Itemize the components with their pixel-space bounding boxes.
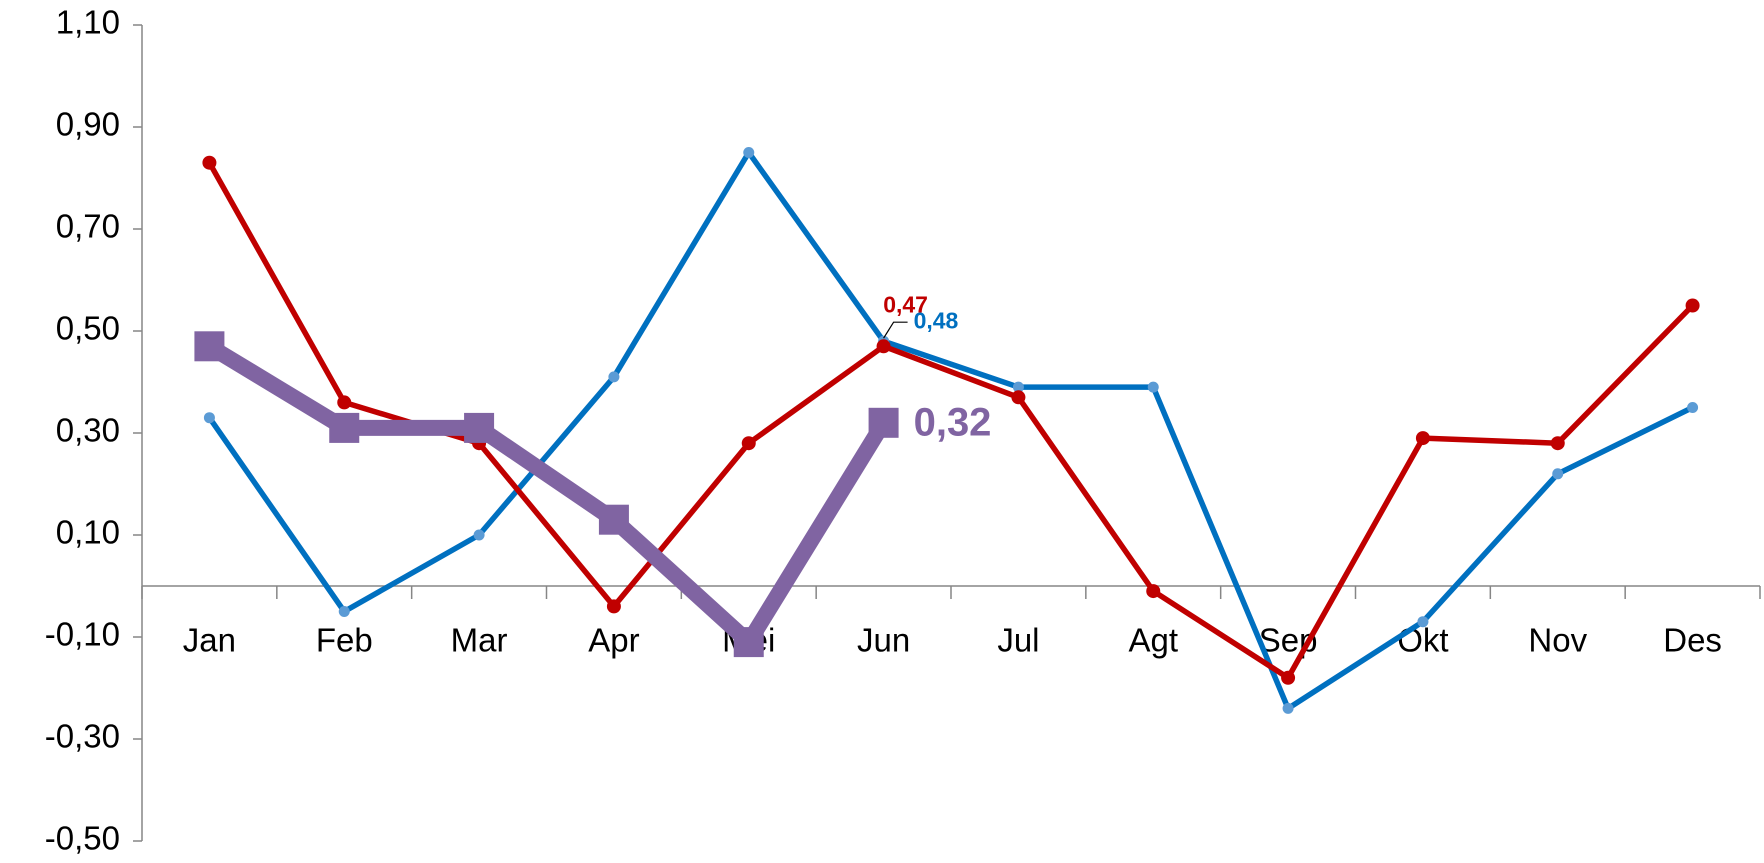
point — [598, 504, 629, 535]
point — [473, 529, 485, 541]
x-tick-label: Feb — [316, 622, 373, 659]
point — [876, 339, 891, 354]
y-tick-label: 0,10 — [56, 514, 120, 551]
x-tick-label: Jan — [183, 622, 236, 659]
y-tick-label: 0,30 — [56, 412, 120, 449]
x-tick-label: Jun — [857, 622, 910, 659]
x-tick-label: Mar — [451, 622, 508, 659]
y-tick-label: 0,70 — [56, 208, 120, 245]
point — [1281, 670, 1296, 685]
x-tick-label: Apr — [588, 622, 639, 659]
point — [1685, 298, 1700, 313]
y-tick-label: -0,50 — [45, 820, 120, 857]
point — [1011, 390, 1026, 405]
point — [337, 395, 352, 410]
point — [1282, 702, 1294, 714]
point — [733, 627, 764, 658]
point — [606, 599, 621, 614]
point — [1687, 402, 1699, 413]
series-line — [207, 149, 1694, 712]
point — [1147, 381, 1159, 393]
label-leader — [883, 321, 908, 339]
point — [464, 412, 495, 443]
point — [741, 436, 756, 451]
y-tick-label: -0,10 — [45, 616, 120, 653]
point — [1415, 431, 1430, 446]
data-label: 0,32 — [914, 400, 992, 444]
series-line — [207, 161, 1695, 681]
x-tick-label: Nov — [1528, 622, 1587, 659]
y-tick-label: -0,30 — [45, 718, 120, 755]
point — [194, 331, 225, 362]
point — [338, 606, 350, 617]
x-tick-label: Jul — [997, 622, 1039, 659]
point — [202, 155, 217, 170]
series-line — [205, 339, 891, 651]
point — [1417, 616, 1429, 628]
y-tick-label: 0,50 — [56, 310, 120, 347]
point — [329, 412, 360, 443]
x-tick-label: Okt — [1397, 622, 1448, 659]
point — [1012, 381, 1024, 393]
x-tick-label: Des — [1663, 622, 1722, 659]
point — [868, 407, 899, 438]
data-label: 0,48 — [914, 307, 959, 333]
point — [1146, 584, 1161, 599]
y-tick-label: 0,90 — [56, 106, 120, 143]
point — [203, 412, 215, 424]
x-tick-label: Agt — [1128, 622, 1178, 659]
data-label: 0,47 — [883, 291, 928, 317]
point — [743, 147, 755, 158]
point — [608, 371, 620, 383]
point — [1550, 436, 1565, 451]
y-tick-label: 1,10 — [56, 4, 120, 41]
point — [1552, 468, 1564, 480]
